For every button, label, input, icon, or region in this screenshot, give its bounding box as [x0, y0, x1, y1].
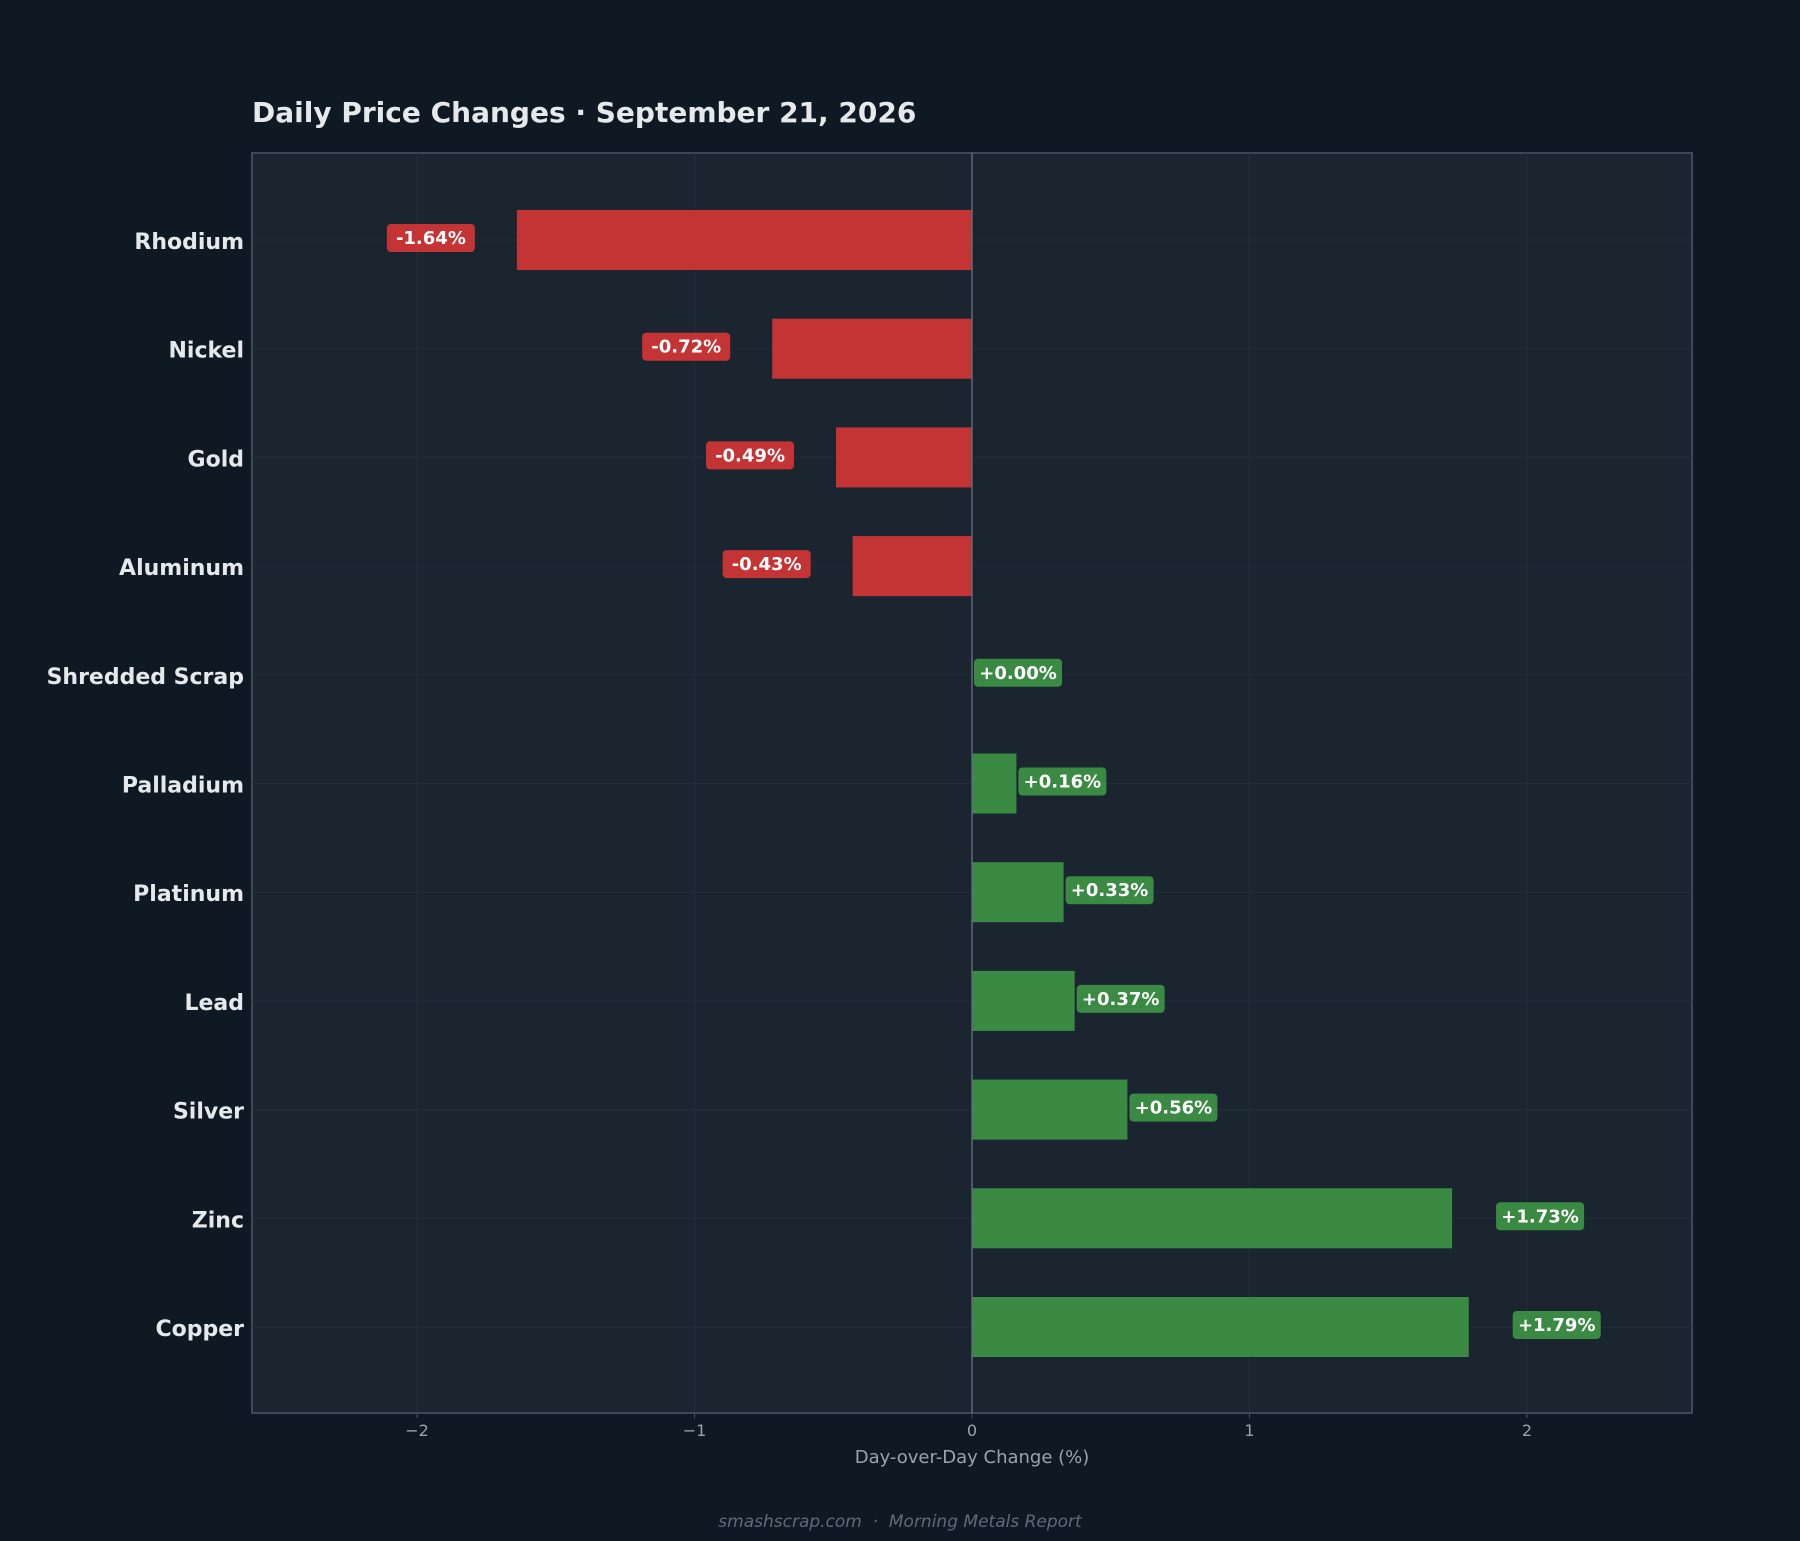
value-label-badge: [1129, 1093, 1218, 1122]
x-tick-label: 2: [1522, 1421, 1532, 1440]
footer-text: smashscrap.com · Morning Metals Report: [718, 1512, 1083, 1532]
bar: [852, 536, 972, 597]
value-label-badge: [386, 224, 475, 252]
category-label: Gold: [188, 447, 244, 472]
bar: [972, 1188, 1453, 1249]
value-label-badge: [642, 332, 731, 361]
category-label: Silver: [173, 1100, 244, 1125]
value-label: -1.64%: [396, 228, 466, 249]
value-label: -0.72%: [651, 337, 721, 358]
x-axis-label: Day-over-Day Change (%): [855, 1447, 1090, 1468]
bar: [516, 210, 972, 270]
category-label: Lead: [184, 991, 244, 1016]
chart-title: Daily Price Changes · September 21, 2026: [252, 96, 916, 129]
value-label: +0.37%: [1082, 989, 1160, 1010]
bar: [972, 862, 1064, 923]
x-tick-label: −2: [405, 1421, 429, 1440]
category-label: Nickel: [169, 339, 245, 364]
bar: [972, 970, 1075, 1031]
value-label-badge: [1018, 767, 1107, 796]
value-label: -0.49%: [715, 445, 785, 466]
value-label-badge: [974, 658, 1062, 687]
bar: [836, 427, 972, 488]
category-label: Rhodium: [134, 230, 244, 255]
x-tick-label: −1: [683, 1421, 707, 1440]
value-label: +0.16%: [1024, 772, 1102, 793]
value-label-badge: [1065, 876, 1154, 905]
category-label: Palladium: [122, 774, 244, 799]
category-label: Aluminum: [119, 556, 244, 581]
category-label: Zinc: [192, 1208, 244, 1233]
value-label-badge: [1076, 984, 1165, 1013]
value-label: -0.43%: [732, 554, 802, 575]
x-tick-label: 0: [967, 1421, 977, 1440]
bar: [972, 753, 1017, 814]
x-tick-label: 1: [1244, 1421, 1254, 1440]
bar: [972, 1079, 1128, 1140]
category-label: Copper: [155, 1317, 244, 1342]
value-label-badge: [722, 550, 811, 579]
bar: [972, 1297, 1469, 1357]
value-label-badge: [1512, 1311, 1601, 1339]
value-label: +1.73%: [1501, 1206, 1579, 1227]
value-label: +0.00%: [979, 663, 1057, 684]
value-label-badge: [1496, 1202, 1585, 1231]
category-label: Platinum: [133, 882, 244, 907]
value-label: +1.79%: [1518, 1315, 1596, 1336]
bar: [772, 318, 972, 379]
category-label: Shredded Scrap: [47, 665, 244, 690]
value-label: +0.56%: [1135, 1098, 1213, 1119]
value-label: +0.33%: [1071, 880, 1149, 901]
value-label-badge: [706, 441, 795, 470]
